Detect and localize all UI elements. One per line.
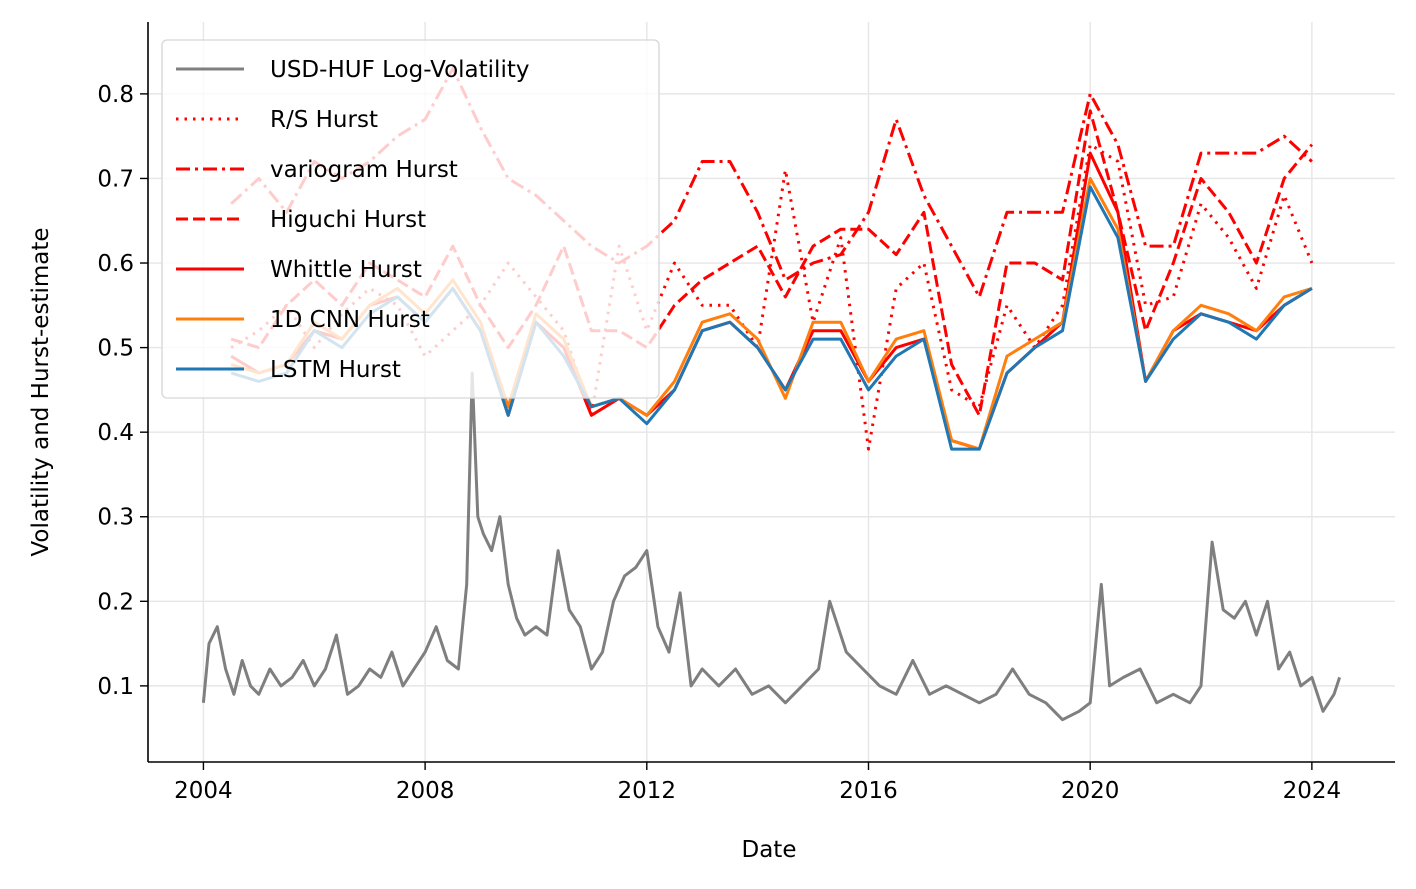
series-line-usd-huf-log-volatility <box>201 371 1342 722</box>
x-tick-label-0: 2004 <box>174 778 233 804</box>
legend-label-lstm-hurst: LSTM Hurst <box>270 357 401 383</box>
legend-box <box>161 39 660 399</box>
x-tick-label-4: 2020 <box>1061 778 1120 804</box>
y-tick-label-5: 0.6 <box>97 251 134 277</box>
legend-label-usd-huf-log-volatility: USD-HUF Log-Volatility <box>270 57 529 83</box>
x-tick-label-3: 2016 <box>839 778 898 804</box>
y-tick-label-1: 0.2 <box>97 589 134 615</box>
legend-label-variogram-hurst: variogram Hurst <box>270 157 458 183</box>
y-axis-ticks: 0.1 0.2 0.3 0.4 0.5 0.6 0.7 0.8 <box>97 82 148 700</box>
legend-label-1d-cnn-hurst: 1D CNN Hurst <box>270 307 430 333</box>
legend-label-whittle-hurst: Whittle Hurst <box>270 257 422 283</box>
x-axis-label: Date <box>742 837 797 863</box>
x-tick-label-2: 2012 <box>618 778 677 804</box>
y-axis-label: Volatility and Hurst-estimate <box>28 227 54 556</box>
legend-label-higuchi-hurst: Higuchi Hurst <box>270 207 426 233</box>
series-line-higuchi-hurst <box>230 109 1314 417</box>
legend: USD-HUF Log-Volatility R/S Hurst variogram… <box>161 39 660 399</box>
y-tick-label-0: 0.1 <box>97 674 134 700</box>
y-tick-label-3: 0.4 <box>97 420 134 446</box>
x-tick-label-1: 2008 <box>396 778 455 804</box>
y-tick-label-6: 0.7 <box>97 166 134 192</box>
y-tick-label-4: 0.5 <box>97 336 134 362</box>
y-tick-label-2: 0.3 <box>97 505 134 531</box>
legend-label-r-s-hurst: R/S Hurst <box>270 107 378 133</box>
y-tick-label-7: 0.8 <box>97 82 134 108</box>
x-tick-label-5: 2024 <box>1283 778 1342 804</box>
axes <box>147 22 1395 763</box>
x-axis-ticks: 2004 2008 2012 2016 2020 2024 <box>174 762 1341 804</box>
